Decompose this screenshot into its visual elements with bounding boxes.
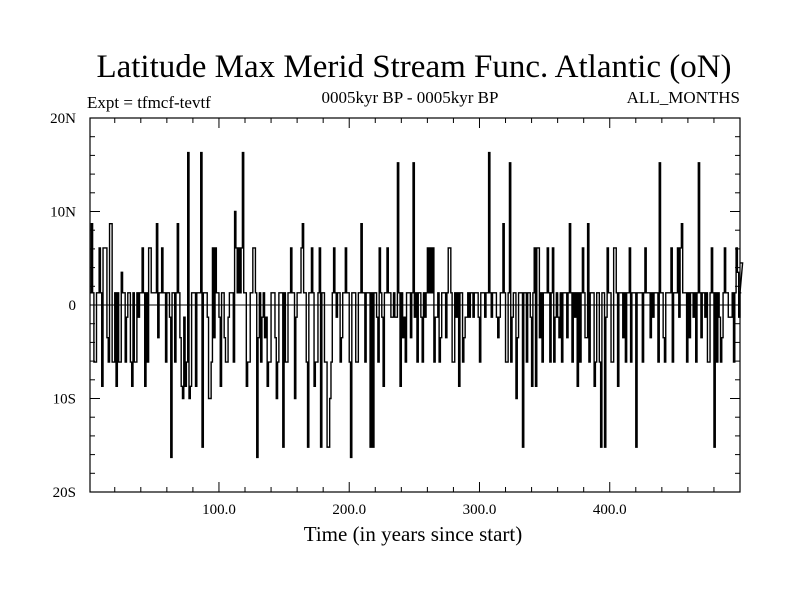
x-axis-label: Time (in years since start) <box>304 522 523 546</box>
plot-frame <box>89 117 741 493</box>
axis-layer: 20N 10N 0 10S 20S 100.0 200.0 300.0 400.0 <box>50 111 740 518</box>
series-layer <box>90 151 744 459</box>
period-label: 0005kyr BP - 0005kyr BP <box>322 88 499 107</box>
x-tick-label: 200.0 <box>332 502 366 518</box>
y-tick-label: 20S <box>53 485 76 501</box>
x-tick-label: 300.0 <box>463 502 497 518</box>
chart-title: Latitude Max Merid Stream Func. Atlantic… <box>96 49 731 85</box>
y-tick-label: 10S <box>53 392 76 408</box>
series-line-0 <box>90 151 744 459</box>
x-tick-label: 100.0 <box>202 502 236 518</box>
x-tick-label: 400.0 <box>593 502 627 518</box>
y-tick-label: 20N <box>50 111 76 127</box>
months-label: ALL_MONTHS <box>627 88 740 107</box>
experiment-label: Expt = tfmcf-tevtf <box>87 93 211 112</box>
y-tick-label: 0 <box>69 298 77 314</box>
y-tick-label: 10N <box>50 205 76 221</box>
